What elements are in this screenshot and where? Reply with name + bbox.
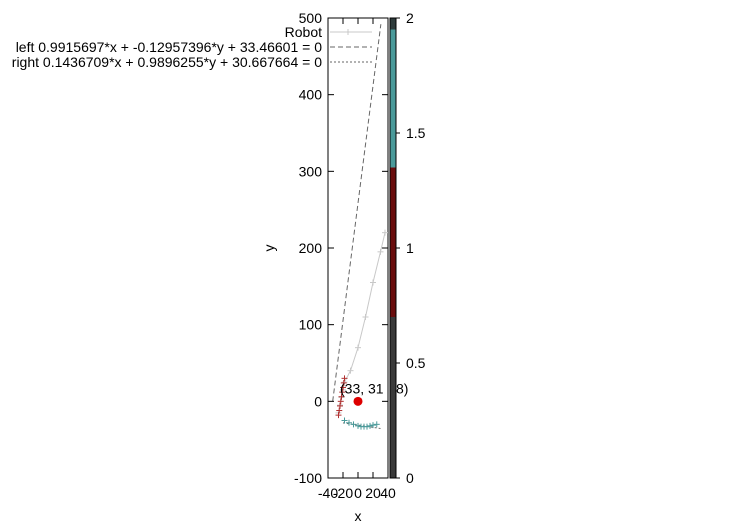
series-layer	[332, 24, 388, 430]
colorbar-band	[390, 29, 396, 168]
legend-label: left 0.9915697*x + -0.12957396*y + 33.46…	[16, 39, 323, 55]
data-point	[341, 417, 348, 424]
x-tick-label: -40	[318, 485, 338, 501]
data-point	[367, 422, 373, 429]
data-point	[339, 389, 346, 396]
plot-border	[327, 17, 389, 479]
x-axis-label: x	[355, 508, 362, 524]
point-annotation: 8)	[396, 380, 408, 396]
series-line	[332, 24, 382, 402]
data-point	[382, 229, 388, 236]
legend-label: right 0.1436709*x + 0.9896255*y + 30.667…	[12, 54, 322, 70]
y-tick-label: 500	[299, 10, 323, 26]
colorbar-band	[390, 317, 396, 478]
colorbar-tick-label: 0	[406, 470, 414, 486]
y-tick-label: -100	[294, 470, 322, 486]
colorbar-tick-label: 1	[406, 240, 414, 256]
data-point	[377, 248, 384, 255]
y-tick-label: 400	[299, 87, 323, 103]
data-point	[341, 375, 348, 382]
y-axis-label: y	[261, 245, 277, 252]
y-tick-label: 200	[299, 240, 323, 256]
y-tick-label: 100	[299, 317, 323, 333]
colorbar-tick-label: 2	[406, 10, 414, 26]
data-point	[336, 407, 343, 414]
x-tick-label: -20	[333, 485, 353, 501]
legend-label: Robot	[285, 24, 322, 40]
colorbar-band	[390, 18, 396, 30]
data-point	[350, 421, 357, 428]
x-tick-label: 0	[354, 485, 362, 501]
data-point	[355, 344, 361, 351]
data-point	[337, 402, 343, 409]
colorbar: 0 0.5 1 1.5 2	[389, 10, 426, 486]
data-point	[364, 423, 370, 430]
colorbar-band	[390, 167, 396, 317]
x-tick-label: 20	[365, 485, 381, 501]
data-point	[355, 422, 361, 429]
colorbar-tick-label: 1.5	[406, 125, 426, 141]
point-annotation: (33, 31	[340, 380, 384, 396]
data-point	[347, 367, 354, 374]
data-point	[337, 398, 344, 405]
x-tick-label: 40	[380, 485, 396, 501]
data-point	[373, 421, 380, 428]
data-point	[346, 419, 352, 426]
data-point	[340, 384, 346, 391]
data-point	[338, 393, 345, 400]
data-point	[370, 279, 376, 286]
y-tick-label: 300	[299, 163, 323, 179]
data-point	[370, 422, 376, 429]
data-point	[362, 314, 369, 320]
marker-point	[353, 396, 363, 406]
y-tick-label: 0	[314, 393, 322, 409]
data-point	[335, 412, 342, 419]
plot-frame	[327, 17, 389, 479]
data-point	[340, 379, 347, 386]
colorbar-tick-label: 0.5	[406, 355, 426, 371]
